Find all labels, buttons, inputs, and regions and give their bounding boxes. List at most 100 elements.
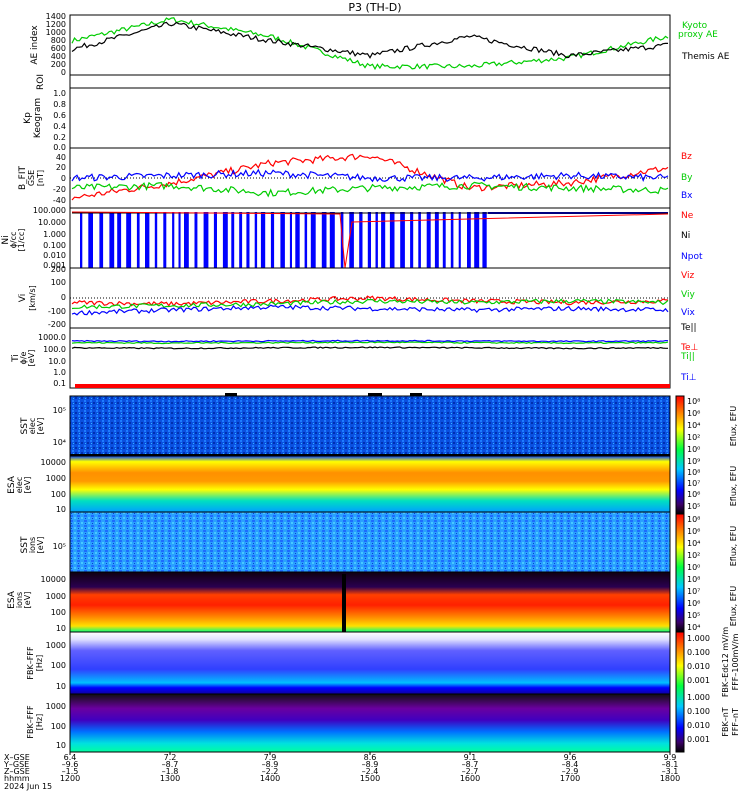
density-npot-bar: [349, 212, 354, 268]
cb-tick: 0.100: [687, 707, 710, 716]
cb-tick: 10²: [687, 551, 700, 560]
esa-i-ylabel3: [eV]: [23, 592, 32, 609]
kp-ylabel2: Keogram: [33, 98, 43, 138]
x-tick-label: –8.1: [662, 760, 679, 769]
x-row-label: X–GSE: [4, 753, 30, 762]
velocity-panel: 200 100 0 -100 -200 Vi [km/s] Viz Viy Vi…: [18, 265, 695, 329]
ae-ylabel: AE index: [30, 25, 40, 65]
fbk-b-ylabel: FBK–FFF: [26, 705, 35, 739]
b-legend-bz: Bz: [681, 152, 692, 162]
density-npot-bar: [117, 212, 122, 268]
fbk-e-ylabel: FBK–FFF: [26, 646, 35, 680]
density-npot-bar: [450, 212, 454, 268]
density-npot-bar: [418, 212, 421, 268]
density-npot-bar: [231, 212, 235, 268]
esa-i-tick: 10000: [41, 575, 66, 584]
fbk-e-tick: 1000: [46, 641, 66, 650]
series-line-ti-: [71, 339, 669, 343]
density-npot-bar: [289, 212, 292, 268]
density-npot-bar: [254, 212, 258, 268]
kp-tick: 1.0: [53, 89, 66, 98]
v-tick: -200: [48, 320, 66, 329]
cb-tick: 10⁵: [687, 502, 700, 511]
density-npot-bar: [381, 212, 386, 268]
density-npot-bar: [126, 212, 132, 268]
ae-tick: 800: [51, 36, 66, 45]
esa-e-tick: 100: [51, 490, 66, 499]
ae-panel: 1400 1200 1000 800 600 400 200 0 AE inde…: [30, 12, 730, 77]
x-tick-label: –1.5: [62, 767, 79, 776]
esa-electron-panel: 10000 1000 100 10 ESA elec [eV]: [7, 455, 671, 514]
fbk-b-panel: 1000 100 10 FBK–FFF [Hz]: [26, 693, 671, 753]
esa-e-tick: 1000: [46, 474, 66, 483]
n-tick: 10.000: [38, 218, 66, 227]
density-npot-bar: [442, 212, 446, 268]
cb-label-fbk-e2: FFF–100mV/m: [731, 633, 740, 690]
x-tick-label: –8.7: [462, 760, 479, 769]
density-npot-bar: [295, 212, 300, 268]
density-npot-bar: [246, 212, 250, 268]
esa-i-tick: 100: [51, 608, 66, 617]
b-legend-bx: Bx: [681, 191, 693, 201]
x-tick-label: 1800: [660, 774, 680, 783]
kp-tick: 0.8: [53, 100, 66, 109]
density-npot-bar: [260, 212, 266, 268]
series-line-bx: [71, 168, 669, 183]
sst-e-tick: 10⁴: [53, 438, 66, 447]
v-legend-viz: Viz: [681, 271, 694, 281]
colorbar-sst-esa-electron: [675, 395, 685, 515]
cb-tick: 10⁸: [687, 397, 700, 406]
cb-tick: 10⁸: [687, 515, 700, 524]
cb-label-fbk-b2: FFF–nT: [731, 708, 740, 736]
ae-legend-themis: Themis AE: [681, 52, 730, 62]
n-legend-ni: Ni: [681, 231, 690, 241]
cb-tick: 10⁴: [687, 623, 700, 632]
x-tick-label: 9.6: [564, 753, 577, 762]
cb-tick: 10⁹: [687, 457, 700, 466]
x-tick-label: –8.4: [562, 760, 579, 769]
esa-e-tick: 10: [56, 505, 66, 514]
colorbar-fbk: [675, 631, 685, 753]
t-ylabel: Ti: [11, 354, 21, 363]
ae-tick: 0: [61, 68, 66, 77]
cb-label-esa-e: Eflux, EFU: [729, 466, 738, 507]
t-tick: 1000.0: [38, 333, 66, 342]
esa-ion-gap: [342, 574, 346, 632]
density-npot-bar: [239, 212, 243, 268]
b-ylabel3: [nT]: [36, 170, 45, 186]
t-ylabel2: ϕ/e: [19, 351, 28, 364]
density-npot-bar: [154, 212, 158, 268]
n-ylabel3: [1/cc]: [17, 229, 26, 252]
kp-tick: 0.4: [53, 122, 66, 131]
density-npot-bar: [280, 212, 285, 268]
x-tick-label: 6.4: [64, 753, 77, 762]
x-tick-label: 7.2: [164, 753, 177, 762]
ae-tick: 200: [51, 60, 66, 69]
density-npot-bar: [359, 212, 363, 268]
n-ylabel: Ni: [1, 235, 11, 244]
density-npot-bar: [270, 212, 275, 268]
cb-tick: 0.001: [687, 676, 710, 685]
sst-e-ylabel2: elec: [28, 418, 37, 434]
x-tick-label: 9.9: [664, 753, 677, 762]
esa-e-ylabel: ESA: [7, 475, 17, 494]
density-npot-bar: [203, 212, 209, 268]
x-tick-label: 1500: [360, 774, 380, 783]
density-npot-bar: [329, 212, 335, 268]
keogram-panel: 1.0 0.8 0.6 0.4 0.2 0.0 Kp Keogram: [23, 87, 671, 152]
temperature-flag-bar: [75, 384, 670, 388]
t-legend-te-perp: Te⊥: [680, 343, 699, 353]
sst-i-tick: 10⁵: [53, 542, 66, 551]
x-tick-label: –8.7: [162, 760, 179, 769]
esa-i-tick: 10: [56, 624, 66, 633]
cb-label-sst-e: Eflux, EFU: [729, 406, 738, 447]
x-row-label: hhmm: [4, 774, 30, 783]
x-tick-label: –2.7: [462, 767, 479, 776]
sst-i-ylabel2: ions: [28, 537, 37, 553]
n-tick: 0.100: [43, 241, 66, 250]
t-legend-te-par: Te||: [680, 323, 697, 333]
colorbars: 10⁸ 10⁶ 10⁴ 10² 10⁰ 10⁹ 10⁸ 10⁷ 10⁶ 10⁵ …: [675, 395, 740, 753]
density-npot-bar: [145, 212, 150, 268]
series-line-kyoto-proxy-ae: [71, 17, 669, 71]
sst-i-ylabel3: [eV]: [36, 537, 45, 554]
